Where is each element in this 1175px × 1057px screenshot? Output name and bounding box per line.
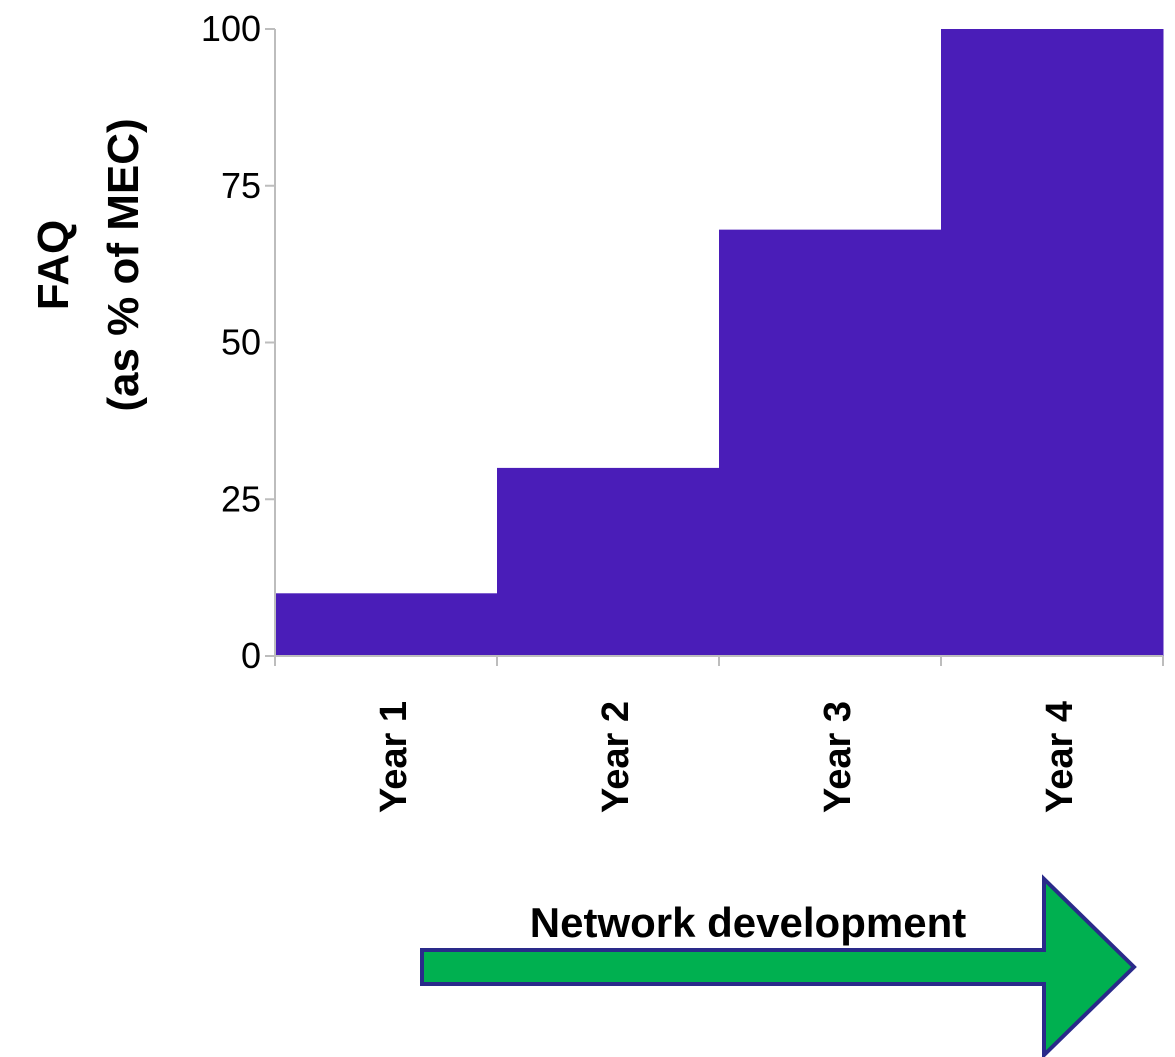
y-tick-label: 25 — [221, 478, 261, 519]
x-tick-label: Year 4 — [1039, 701, 1081, 813]
y-axis-title-line-2: (as % of MEC) — [99, 118, 148, 411]
x-tick-group: Year 1 Year 2 Year 3 Year 4 — [274, 656, 1164, 813]
bar-1 — [275, 593, 498, 656]
y-tick-label: 0 — [241, 635, 261, 676]
network-development-banner: Network development — [420, 874, 1137, 1057]
x-tick-label: Year 2 — [595, 701, 637, 813]
y-tick-group: 0 25 50 75 100 — [201, 8, 275, 676]
y-axis-title-line-1: FAQ — [29, 220, 78, 310]
bar-3 — [719, 229, 942, 656]
y-tick-label: 75 — [221, 165, 261, 206]
y-tick-label: 100 — [201, 8, 261, 49]
banner-label: Network development — [530, 899, 966, 946]
y-tick-label: 50 — [221, 322, 261, 363]
bar-2 — [497, 467, 720, 656]
right-arrow-shape — [420, 874, 1137, 1057]
bar-4 — [941, 29, 1164, 656]
x-tick-label: Year 1 — [373, 701, 415, 813]
bars-group — [275, 29, 1164, 656]
x-tick-label: Year 3 — [817, 701, 859, 813]
